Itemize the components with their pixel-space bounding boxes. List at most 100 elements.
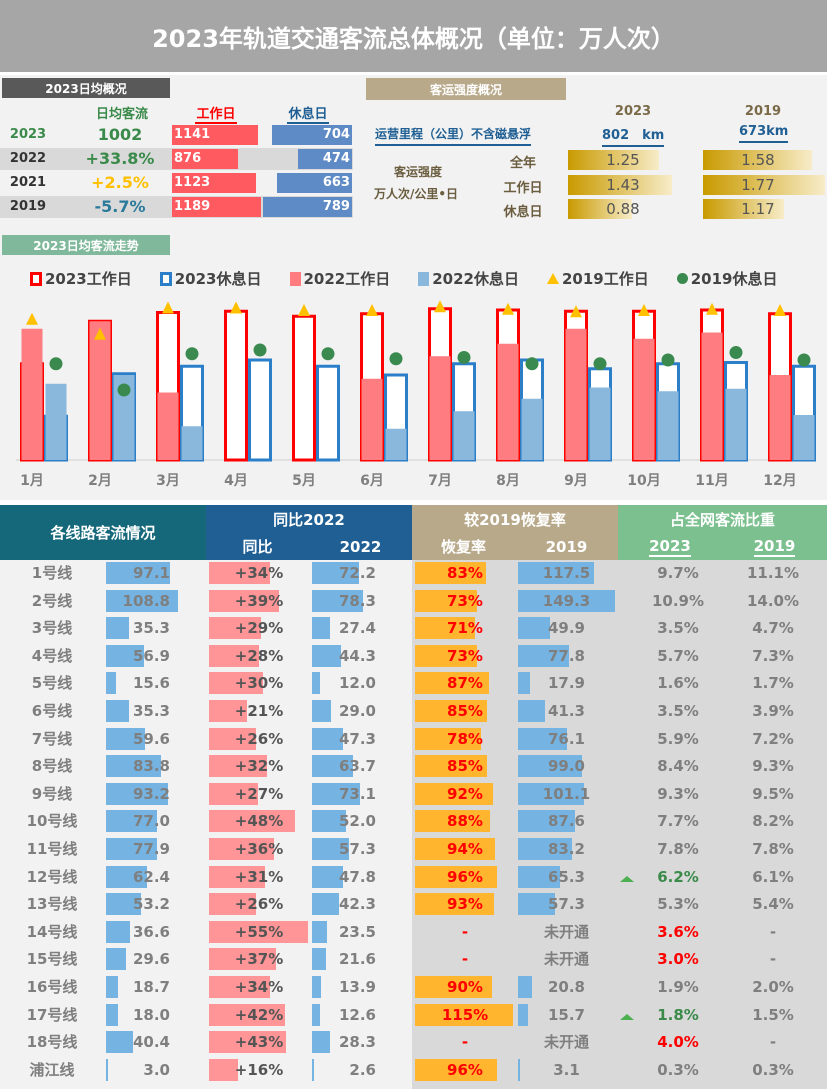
yoy-bar bbox=[209, 838, 274, 860]
col-avg: 日均客流 bbox=[95, 107, 148, 122]
yoy-bar bbox=[209, 562, 271, 584]
month-label: 10月 bbox=[627, 473, 660, 489]
up-triangle-icon bbox=[620, 1013, 634, 1020]
bar-2022-workday bbox=[21, 328, 43, 460]
volume-2019-bar bbox=[518, 672, 530, 695]
volume-2022-bar bbox=[312, 976, 322, 998]
volume-2022-bar bbox=[312, 948, 327, 971]
recovery-bar bbox=[415, 755, 488, 778]
page-title: 2023年轨道交通客流总体概况（单位：万人次） bbox=[0, 0, 827, 72]
yoy-value: +16% bbox=[234, 1060, 284, 1079]
volume-bar bbox=[106, 644, 144, 667]
volume-2022-bar bbox=[312, 1003, 321, 1026]
header-2019: 2019 bbox=[515, 533, 618, 560]
volume-2023: 35.3 bbox=[132, 619, 170, 638]
volume-2022-bar bbox=[312, 562, 359, 584]
intensity-row-label: 全年 bbox=[509, 156, 536, 171]
recovery-rate: 71% bbox=[447, 619, 483, 638]
header-yoy: 同比2022 bbox=[206, 505, 412, 533]
legend-item: 2023休息日 bbox=[159, 268, 262, 289]
blue-outline-square-icon bbox=[159, 271, 172, 286]
recovery-rate: - bbox=[461, 1033, 469, 1052]
yoy-value: +28% bbox=[234, 646, 284, 665]
volume-bar bbox=[106, 920, 131, 943]
line-name: 13号线 bbox=[26, 895, 78, 914]
volume-2022: 27.4 bbox=[338, 619, 376, 638]
legend-item: 2022工作日 bbox=[289, 268, 390, 289]
share-2019: 1.7% bbox=[752, 674, 794, 693]
share-2023: 1.6% bbox=[657, 674, 699, 693]
recovery-rate: 85% bbox=[447, 702, 483, 720]
line-name: 6号线 bbox=[31, 702, 73, 720]
workday-bar: 1189 bbox=[172, 197, 262, 217]
share-2019: 7.8% bbox=[752, 840, 794, 858]
share-2019: 6.1% bbox=[752, 867, 794, 886]
marker-2019-restday bbox=[729, 346, 743, 359]
recovery-rate: 94% bbox=[447, 840, 483, 858]
volume-2019: 17.9 bbox=[547, 674, 585, 693]
recovery-rate: - bbox=[461, 950, 469, 969]
volume-2019-bar bbox=[518, 838, 573, 860]
volume-2023: 35.3 bbox=[132, 702, 170, 720]
recovery-rate: 96% bbox=[447, 1060, 483, 1079]
bar-2022-workday bbox=[157, 392, 179, 460]
month-label: 9月 bbox=[564, 473, 588, 489]
year-label: 2021 bbox=[9, 175, 47, 190]
line-name: 浦江线 bbox=[29, 1060, 75, 1079]
share-2019: 3.9% bbox=[752, 702, 794, 720]
bar-2023-workday bbox=[224, 309, 248, 462]
bar-2022-restday bbox=[589, 387, 611, 460]
volume-bar bbox=[106, 1003, 118, 1026]
volume-bar bbox=[106, 865, 148, 888]
bar-2022-restday bbox=[725, 388, 747, 460]
volume-2019-bar bbox=[518, 617, 551, 640]
volume-2019-bar bbox=[518, 1003, 529, 1026]
year-2019: 2019 bbox=[744, 104, 782, 119]
volume-2023: 77.9 bbox=[132, 840, 170, 858]
marker-2019-restday bbox=[321, 347, 335, 361]
volume-bar bbox=[106, 838, 158, 860]
share-2023: 8.4% bbox=[657, 757, 699, 776]
yoy-value: +37% bbox=[234, 950, 284, 969]
share-2023: 5.9% bbox=[657, 729, 699, 748]
lightblue-square-icon bbox=[418, 271, 430, 286]
share-2019: 7.2% bbox=[752, 729, 794, 748]
header-recovery: 较2019恢复率 bbox=[412, 505, 618, 533]
daily-value: 1002 bbox=[97, 125, 143, 144]
volume-2023: 18.7 bbox=[132, 978, 170, 996]
header-share: 占全网客流比重 bbox=[618, 505, 827, 533]
volume-2019: 未开通 bbox=[543, 922, 589, 941]
volume-bar bbox=[106, 589, 178, 612]
mileage-2019: 673km bbox=[739, 124, 789, 143]
share-2023: 5.3% bbox=[657, 895, 699, 914]
recovery-rate: 96% bbox=[447, 867, 483, 886]
marker-2019-workday bbox=[706, 302, 718, 315]
line-name: 15号线 bbox=[26, 950, 78, 969]
volume-2022: 78.3 bbox=[338, 591, 376, 610]
intensity-2023: 1.43 bbox=[606, 175, 640, 194]
volume-2022-bar bbox=[312, 1058, 314, 1081]
volume-2022-bar bbox=[312, 644, 341, 667]
volume-bar bbox=[106, 755, 162, 778]
bar-2022-workday bbox=[633, 338, 655, 460]
bar-2022-restday bbox=[45, 383, 67, 460]
legend-label: 2019工作日 bbox=[562, 270, 649, 288]
volume-2019: 76.1 bbox=[547, 729, 585, 748]
triangle-icon bbox=[547, 273, 559, 284]
volume-2022: 2.6 bbox=[349, 1060, 376, 1079]
yoy-bar bbox=[209, 727, 256, 750]
volume-2022: 42.3 bbox=[338, 895, 376, 914]
header-lines: 各线路客流情况 bbox=[0, 505, 206, 560]
volume-2019: 15.7 bbox=[547, 1005, 585, 1024]
bar-2023-restday bbox=[248, 358, 272, 462]
line-name: 4号线 bbox=[31, 646, 73, 665]
share-2023: 3.5% bbox=[657, 702, 699, 720]
marker-2019-workday bbox=[94, 327, 106, 340]
legend-label: 2019休息日 bbox=[690, 270, 778, 288]
marker-2019-workday bbox=[570, 305, 582, 318]
marker-2019-restday bbox=[185, 347, 199, 361]
yoy-value: +43% bbox=[234, 1033, 284, 1052]
line-name: 10号线 bbox=[26, 812, 78, 831]
recovery-bar bbox=[415, 865, 497, 888]
line-name: 16号线 bbox=[26, 978, 78, 996]
